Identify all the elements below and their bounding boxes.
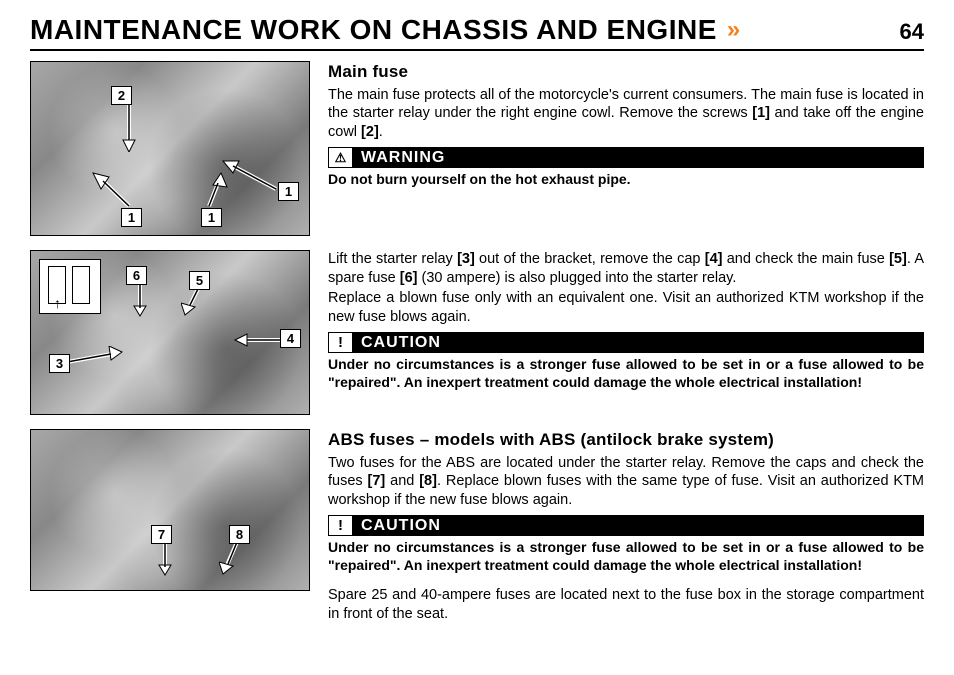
chevron-icon: » <box>727 16 736 44</box>
arrow-icon <box>233 331 283 349</box>
warning-text: Do not burn yourself on the hot exhaust … <box>328 171 924 189</box>
title-text: MAINTENANCE WORK ON CHASSIS AND ENGINE <box>30 14 717 46</box>
warning-bar: ⚠ WARNING <box>328 147 924 168</box>
arrow-icon <box>131 283 149 318</box>
callout-label: 5 <box>189 271 210 290</box>
fuse-inset: ↑ <box>39 259 101 314</box>
figure-2: 6 5 4 3 ↑ <box>30 250 310 415</box>
section-starter-relay: 6 5 4 3 ↑ Lift the starter relay [3] out… <box>30 250 924 415</box>
exclaim-icon: ! <box>328 515 353 536</box>
body-text: Replace a blown fuse only with an equiva… <box>328 289 924 326</box>
page-header: MAINTENANCE WORK ON CHASSIS AND ENGINE »… <box>30 14 924 51</box>
warning-triangle-icon: ⚠ <box>328 147 353 168</box>
figure-1: 2 1 1 1 <box>30 61 310 236</box>
caution-label: CAUTION <box>353 332 449 353</box>
arrow-icon <box>156 542 176 577</box>
body-text: Spare 25 and 40-ampere fuses are located… <box>328 586 924 623</box>
subheading: ABS fuses – models with ABS (antilock br… <box>328 429 924 451</box>
caution-text: Under no circumstances is a stronger fus… <box>328 356 924 391</box>
section-3-text: ABS fuses – models with ABS (antilock br… <box>328 429 924 625</box>
subheading: Main fuse <box>328 61 924 83</box>
body-text: Lift the starter relay [3] out of the br… <box>328 250 924 287</box>
callout-label: 1 <box>201 208 222 227</box>
page-number: 64 <box>900 19 924 45</box>
body-text: Two fuses for the ABS are located under … <box>328 454 924 510</box>
section-abs-fuses: 7 8 ABS fuses – models with ABS (antiloc… <box>30 429 924 625</box>
body-text: The main fuse protects all of the motorc… <box>328 86 924 142</box>
figure-2-wrap: 6 5 4 3 ↑ <box>30 250 310 415</box>
callout-label: 1 <box>121 208 142 227</box>
arrow-icon <box>181 287 211 317</box>
figure-3: 7 8 <box>30 429 310 591</box>
callout-label: 7 <box>151 525 172 544</box>
page-title: MAINTENANCE WORK ON CHASSIS AND ENGINE » <box>30 14 736 46</box>
figure-3-wrap: 7 8 <box>30 429 310 625</box>
arrow-icon <box>91 171 141 211</box>
section-2-text: Lift the starter relay [3] out of the br… <box>328 250 924 415</box>
warning-label: WARNING <box>353 147 453 168</box>
caution-text: Under no circumstances is a stronger fus… <box>328 539 924 574</box>
figure-1-wrap: 2 1 1 1 <box>30 61 310 236</box>
caution-label: CAUTION <box>353 515 449 536</box>
callout-label: 2 <box>111 86 132 105</box>
callout-label: 4 <box>280 329 301 348</box>
section-1-text: Main fuse The main fuse protects all of … <box>328 61 924 236</box>
caution-bar: ! CAUTION <box>328 515 924 536</box>
callout-label: 1 <box>278 182 299 201</box>
caution-bar: ! CAUTION <box>328 332 924 353</box>
exclaim-icon: ! <box>328 332 353 353</box>
arrow-icon <box>219 542 249 577</box>
callout-label: 8 <box>229 525 250 544</box>
arrow-icon <box>119 102 139 152</box>
section-main-fuse: 2 1 1 1 Main fuse The main fuse protects… <box>30 61 924 236</box>
callout-label: 6 <box>126 266 147 285</box>
arrow-icon <box>67 346 127 376</box>
arrow-icon <box>191 171 231 211</box>
callout-label: 3 <box>49 354 70 373</box>
